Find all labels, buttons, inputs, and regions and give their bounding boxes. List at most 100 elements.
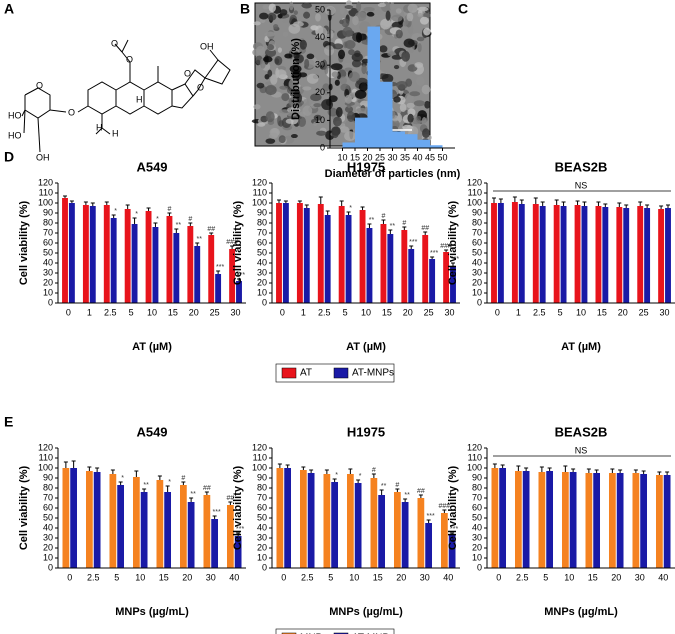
bar (299, 470, 307, 568)
atom-label: H (96, 122, 103, 132)
y-tick-label: 100 (467, 197, 482, 207)
significance-label: ** (143, 482, 149, 489)
y-tick-label: 100 (467, 462, 482, 472)
y-tick-label: 120 (467, 442, 482, 452)
ns-label: NS (575, 180, 588, 190)
y-tick-label: 40 (472, 257, 482, 267)
bar (208, 235, 215, 303)
particle (424, 100, 431, 109)
sem-image: 50 nm (251, 0, 432, 149)
bar (331, 482, 339, 568)
bar (307, 473, 315, 568)
error-bar (236, 532, 241, 536)
error-bar (638, 201, 643, 206)
particle (413, 100, 426, 107)
error-bar (356, 479, 361, 483)
x-tick-label: 30 (231, 307, 241, 317)
x-tick-label: 25 (424, 307, 434, 317)
significance-label: # (372, 467, 376, 474)
particle (282, 31, 289, 37)
significance-label: * (114, 208, 117, 215)
y-tick-label: 50 (472, 247, 482, 257)
error-bar (659, 205, 664, 209)
y-tick-label: 70 (43, 227, 53, 237)
y-tick-label: 90 (43, 472, 53, 482)
error-bar (381, 219, 386, 224)
particle (257, 122, 266, 127)
bar (234, 536, 242, 568)
x-tick-label: 15 (588, 572, 598, 582)
atom-label: H (112, 128, 119, 138)
y-tick-label: 20 (257, 542, 267, 552)
particle (301, 2, 312, 9)
error-bar (348, 468, 353, 474)
particle (310, 93, 322, 102)
bar (514, 471, 522, 568)
particle (313, 114, 322, 121)
atom-label: O (126, 54, 133, 64)
particle (288, 96, 298, 107)
y-tick-label: 0 (477, 562, 482, 572)
legend-swatch (281, 367, 297, 379)
error-bar (451, 262, 456, 266)
particle (313, 103, 322, 108)
bar (640, 474, 648, 568)
x-tick-label: 25 (639, 307, 649, 317)
x-tick-label: 30 (635, 572, 645, 582)
y-tick-label: 10 (257, 552, 267, 562)
error-bar (409, 245, 414, 249)
error-bar (402, 226, 407, 230)
significance-label: ** (390, 223, 396, 230)
bar (378, 495, 386, 568)
error-bar (512, 196, 517, 202)
particle (344, 131, 356, 142)
bar (499, 468, 507, 568)
y-tick-label: 90 (472, 207, 482, 217)
panel-label: E (4, 414, 13, 430)
y-tick-label: 50 (257, 512, 267, 522)
particle (264, 31, 276, 37)
error-bar (212, 515, 217, 519)
particle (393, 64, 400, 70)
particle (421, 84, 431, 95)
significance-label: ** (404, 492, 410, 499)
x-tick-label: 15 (373, 572, 383, 582)
error-bar (285, 464, 290, 468)
x-axis-label: MNPs (µg/mL) (329, 606, 403, 618)
significance-label: ** (190, 491, 196, 498)
x-tick-label: 1 (87, 307, 92, 317)
x-tick-label: 35 (400, 152, 410, 162)
bar (448, 535, 456, 568)
x-tick-label: 10 (349, 572, 359, 582)
atom-label: O (111, 38, 118, 48)
particle (290, 134, 298, 139)
error-bar (304, 204, 309, 208)
particle (293, 10, 298, 15)
y-tick-label: 60 (257, 502, 267, 512)
y-tick-label: 80 (472, 217, 482, 227)
y-tick-label: 80 (257, 217, 267, 227)
particle (334, 79, 340, 86)
particle (306, 53, 315, 60)
error-bar (442, 509, 447, 513)
histogram-bar (342, 142, 355, 148)
error-bar (418, 494, 423, 498)
chart-title: BEAS2B (555, 424, 608, 439)
significance-label: *** (409, 239, 417, 246)
chemical-structure (21, 39, 231, 153)
significance-label: * (335, 472, 338, 479)
x-tick-label: 30 (445, 307, 455, 317)
x-tick-label: 2.5 (533, 307, 546, 317)
error-bar (277, 463, 282, 468)
particle (316, 130, 327, 136)
bar (401, 502, 409, 568)
error-bar (83, 201, 88, 205)
y-tick-label: 40 (315, 32, 325, 42)
bar (131, 224, 138, 303)
bar (539, 206, 546, 303)
bar (538, 472, 546, 568)
particle (355, 32, 362, 43)
error-bar (146, 207, 151, 211)
particle (293, 51, 300, 60)
particle (279, 85, 289, 90)
